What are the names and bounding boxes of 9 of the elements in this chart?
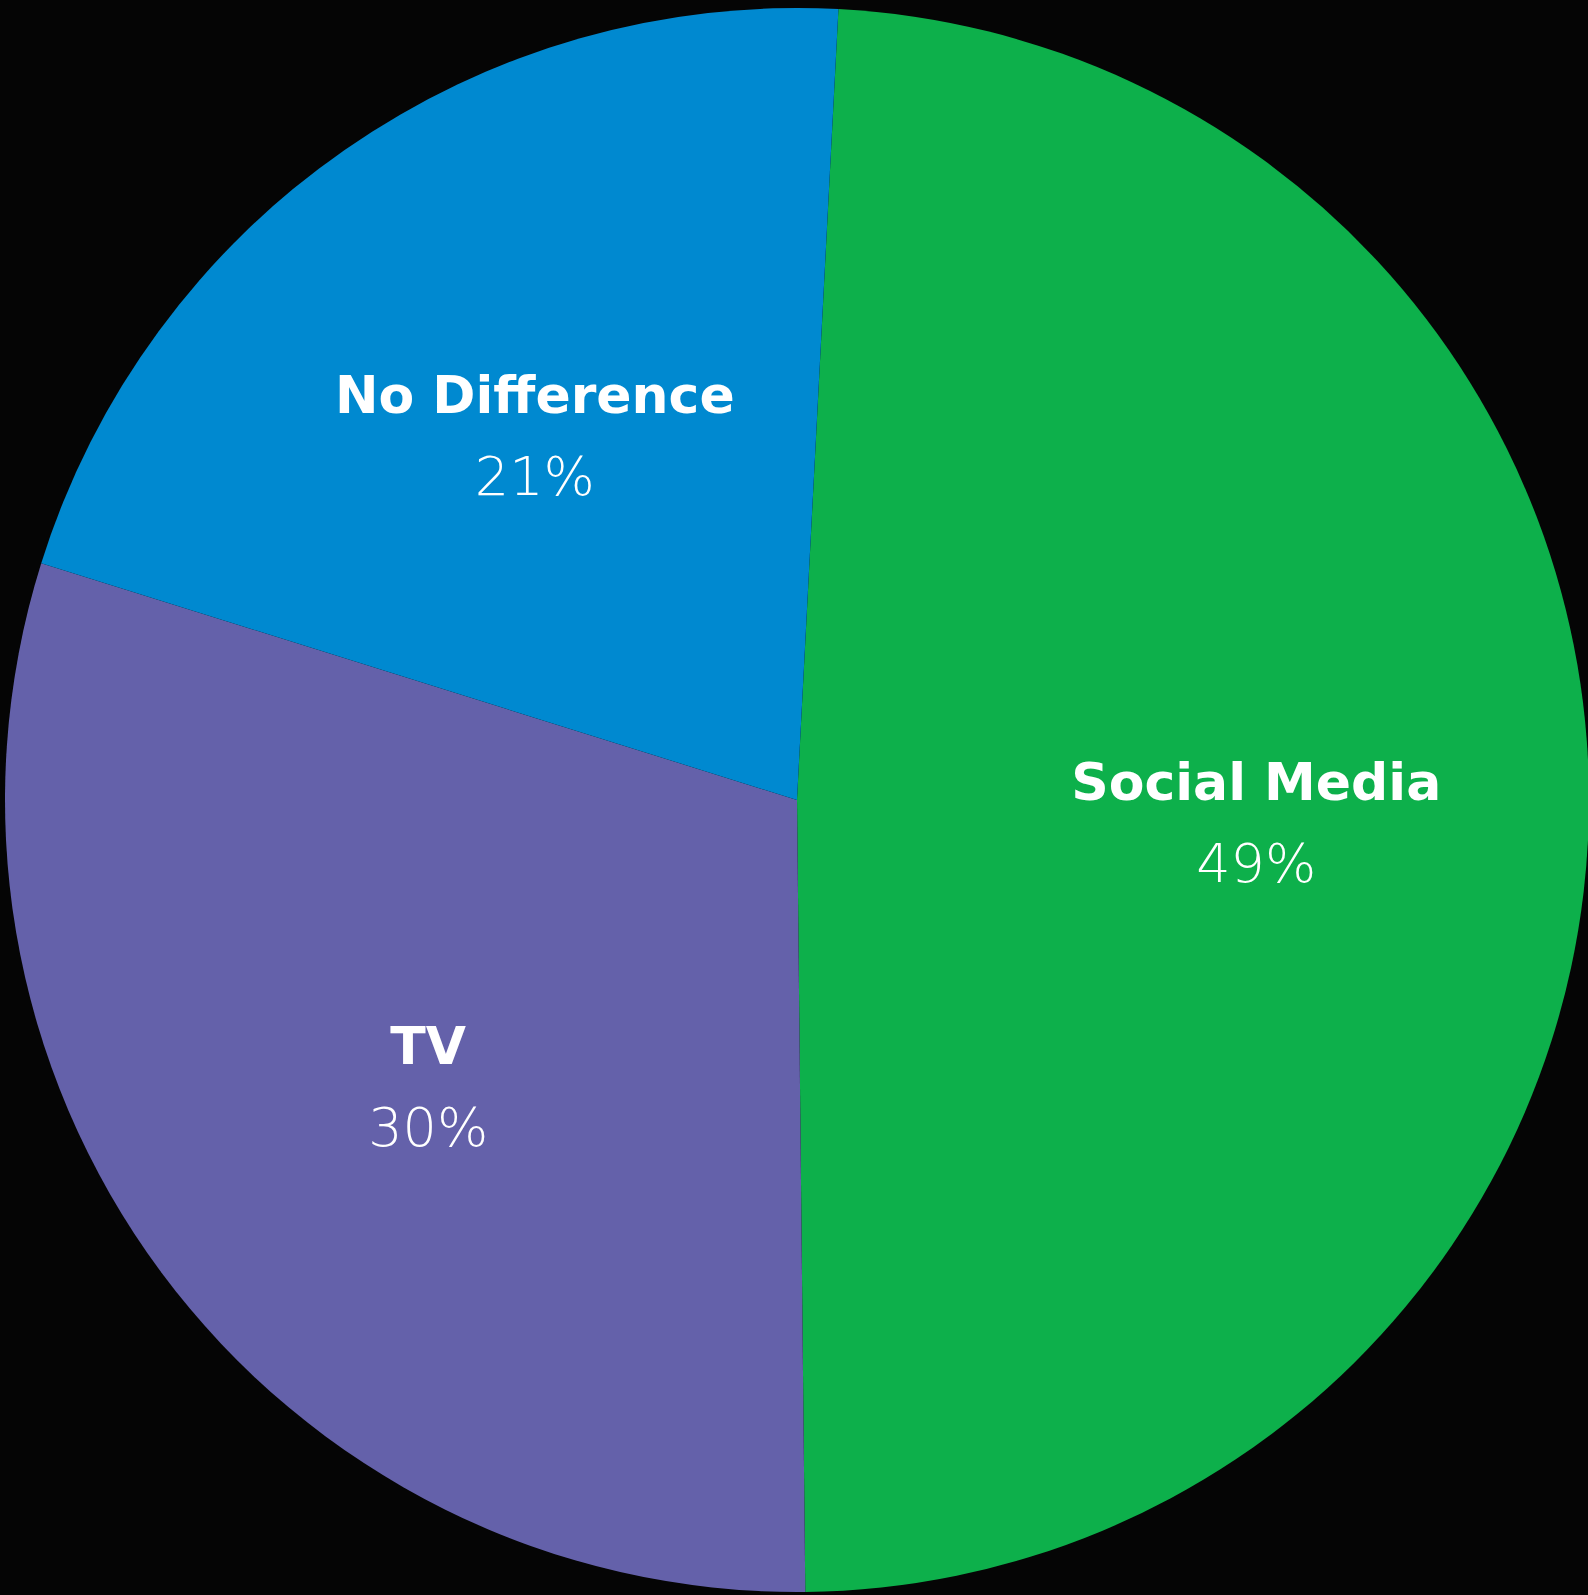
data-label: 21%: [474, 444, 595, 508]
pie-slice: [41, 9, 839, 800]
slice-label: Social Media: [1071, 751, 1442, 812]
slice-label: TV: [390, 1015, 467, 1076]
slice-label: No Difference: [334, 364, 735, 425]
data-label: 49%: [1196, 831, 1317, 895]
pie-slice: [6, 563, 806, 1592]
data-label: 30%: [368, 1095, 489, 1159]
pie-slice: [797, 9, 1588, 1592]
